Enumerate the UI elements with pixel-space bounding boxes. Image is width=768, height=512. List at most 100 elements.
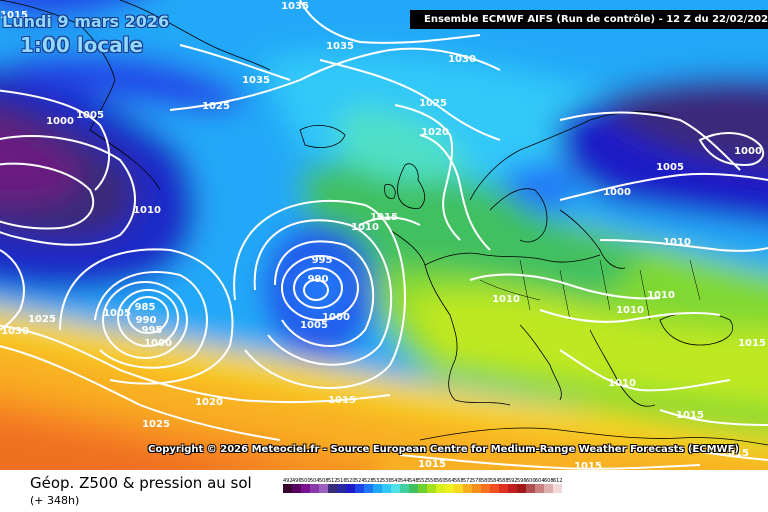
legend-label: 556 xyxy=(427,478,437,484)
legend-label: 508 xyxy=(319,478,329,484)
isobar-label: 1025 xyxy=(28,314,56,325)
isobar-label: 1035 xyxy=(281,1,309,12)
legend-swatch xyxy=(319,484,328,493)
legend-label: 580 xyxy=(481,478,491,484)
legend-swatch xyxy=(463,484,472,493)
isobar-label: 1015 xyxy=(676,410,704,421)
legend-label: 608 xyxy=(544,478,554,484)
isobar-label: 1020 xyxy=(421,127,449,138)
legend-label: 592 xyxy=(508,478,518,484)
legend-label: 504 xyxy=(310,478,320,484)
isobar-label: 1015 xyxy=(0,10,28,21)
isobar-label: 1015 xyxy=(574,461,602,470)
legend-swatch xyxy=(517,484,526,493)
legend-label: 496 xyxy=(292,478,302,484)
isobar-label: 1010 xyxy=(133,205,161,216)
legend-swatch xyxy=(373,484,382,493)
legend-label: 524 xyxy=(355,478,365,484)
legend-label: 588 xyxy=(499,478,509,484)
legend-swatch xyxy=(409,484,418,493)
copyright-notice: Copyright © 2026 Meteociel.fr - Source E… xyxy=(148,444,739,455)
legend-swatch xyxy=(427,484,436,493)
legend-label: 544 xyxy=(400,478,410,484)
legend-label: 612 xyxy=(553,478,563,484)
color-legend: 492 496 500 504 508 512 516 520 524 528 532 536 540 5… xyxy=(283,478,563,493)
legend-label: 532 xyxy=(373,478,383,484)
legend-swatch xyxy=(418,484,427,493)
isobar-label: 1000 xyxy=(322,312,350,323)
isobar-label: 985 xyxy=(135,302,156,313)
isobar-label: 1015 xyxy=(721,448,749,459)
isobar-label: 1015 xyxy=(418,459,446,470)
legend-swatch xyxy=(400,484,409,493)
legend-swatch xyxy=(337,484,346,493)
legend-swatch xyxy=(346,484,355,493)
legend-swatch xyxy=(301,484,310,493)
forecast-date: Lundi 9 mars 2026 xyxy=(2,12,170,31)
isobar-label: 1005 xyxy=(76,110,104,121)
legend-swatch xyxy=(499,484,508,493)
legend-swatch xyxy=(472,484,481,493)
isobar-label: 1010 xyxy=(351,222,379,233)
legend-swatch xyxy=(328,484,337,493)
isobar-label: 1010 xyxy=(492,294,520,305)
legend-swatch xyxy=(445,484,454,493)
legend-label: 600 xyxy=(526,478,536,484)
legend-label: 528 xyxy=(364,478,374,484)
isobar-label: 1020 xyxy=(195,397,223,408)
isobar-label: 990 xyxy=(136,315,157,326)
forecast-map: 1015 1035 1035 1030 1035 1025 1025 1020 1005 1000… xyxy=(0,0,768,470)
isobar-label: 1010 xyxy=(616,305,644,316)
legend-label: 540 xyxy=(391,478,401,484)
isobar-label: 1025 xyxy=(419,98,447,109)
legend-swatch xyxy=(355,484,364,493)
legend-swatch xyxy=(481,484,490,493)
isobar-label: 1005 xyxy=(656,162,684,173)
legend-label: 572 xyxy=(463,478,473,484)
legend-swatch xyxy=(382,484,391,493)
isobar-label: 1000 xyxy=(603,187,631,198)
legend-swatch xyxy=(364,484,373,493)
isobar-label: 1015 xyxy=(328,395,356,406)
isobar-label: 1000 xyxy=(734,146,762,157)
legend-label: 520 xyxy=(346,478,356,484)
legend-label: 548 xyxy=(409,478,419,484)
isobar-label: 1030 xyxy=(448,54,476,65)
isobars xyxy=(0,0,768,469)
forecast-range: (+ 348h) xyxy=(30,494,80,507)
isobar-label: 1025 xyxy=(202,101,230,112)
z500-color-fill xyxy=(0,0,768,470)
legend-swatch xyxy=(553,484,562,493)
legend-label: 536 xyxy=(382,478,392,484)
legend-swatch xyxy=(526,484,535,493)
legend-label: 596 xyxy=(517,478,527,484)
legend-swatch xyxy=(310,484,319,493)
legend-label: 500 xyxy=(301,478,311,484)
legend-label: 560 xyxy=(436,478,446,484)
legend-label: 512 xyxy=(328,478,338,484)
isobar-label: 1010 xyxy=(647,290,675,301)
legend-swatch xyxy=(292,484,301,493)
isobar-label: 1000 xyxy=(144,338,172,349)
model-banner: Ensemble ECMWF AIFS (Run de contrôle) - … xyxy=(410,10,768,29)
legend-label: 552 xyxy=(418,478,428,484)
legend-swatch xyxy=(391,484,400,493)
legend-swatch xyxy=(535,484,544,493)
legend-swatch xyxy=(508,484,517,493)
isobar-label: 995 xyxy=(142,325,163,336)
legend-label: 604 xyxy=(535,478,545,484)
legend-label: 492 xyxy=(283,478,293,484)
isobar-label: 1035 xyxy=(326,41,354,52)
legend-swatches xyxy=(283,484,562,493)
isobar-label: 1010 xyxy=(663,237,691,248)
isobar-label: 1025 xyxy=(142,419,170,430)
legend-swatch xyxy=(544,484,553,493)
legend-label: 564 xyxy=(445,478,455,484)
isobar-label: 1000 xyxy=(46,116,74,127)
map-title: Géop. Z500 & pression au sol xyxy=(30,474,252,492)
legend-swatch xyxy=(283,484,292,493)
legend-label: 584 xyxy=(490,478,500,484)
isobar-label: 1030 xyxy=(1,326,29,337)
